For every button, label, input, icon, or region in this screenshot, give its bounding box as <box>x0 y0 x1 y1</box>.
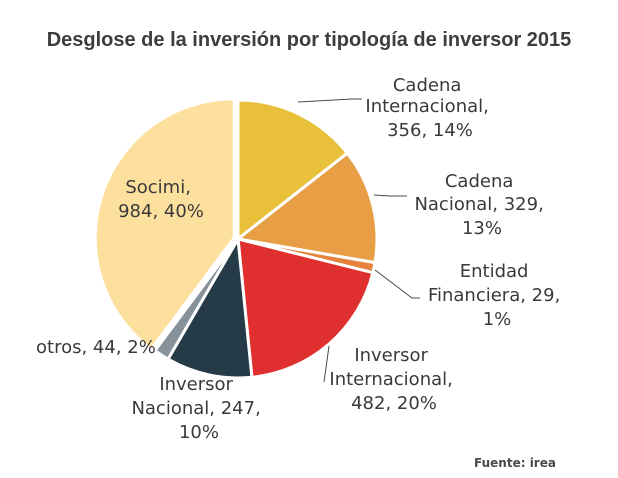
pie-slice-socimi <box>93 97 236 352</box>
slice-labels: Cadena Internacional, 356, 14% Cadena Na… <box>36 75 566 443</box>
pie-slice-cadena-nacional <box>234 151 379 265</box>
source-note: Fuente: irea <box>474 456 556 470</box>
leader-line-cadena-internacional <box>297 98 362 103</box>
pie-slices <box>93 97 379 380</box>
label-inversor-nacional: Inversor Nacional, 247, 10% <box>131 374 266 443</box>
pie-slice-otros <box>152 238 240 362</box>
pie-slice-cadena-internacional <box>236 98 350 243</box>
leader-line-cadena-nacional <box>373 194 407 197</box>
label-cadena-internacional: Cadena Internacional, 356, 14% <box>365 75 494 141</box>
pie-slice-inversor-nacional <box>165 234 254 380</box>
leader-lines <box>297 98 420 383</box>
label-otros: otros, 44, 2% <box>36 337 156 358</box>
leader-line-entidad-financiera <box>374 269 420 299</box>
label-socimi: Socimi, 984, 40% <box>118 177 204 222</box>
label-inversor-internacional: Inversor Internacional, 482, 20% <box>329 345 458 414</box>
label-cadena-nacional: Cadena Nacional, 329, 13% <box>414 171 549 239</box>
label-entidad-financiera: Entidad Financiera, 29, 1% <box>428 261 566 330</box>
pie-slice-inversor-internacional <box>236 237 375 379</box>
leader-line-inversor-internacional <box>323 345 330 383</box>
chart-title: Desglose de la inversión por tipología d… <box>47 29 572 51</box>
